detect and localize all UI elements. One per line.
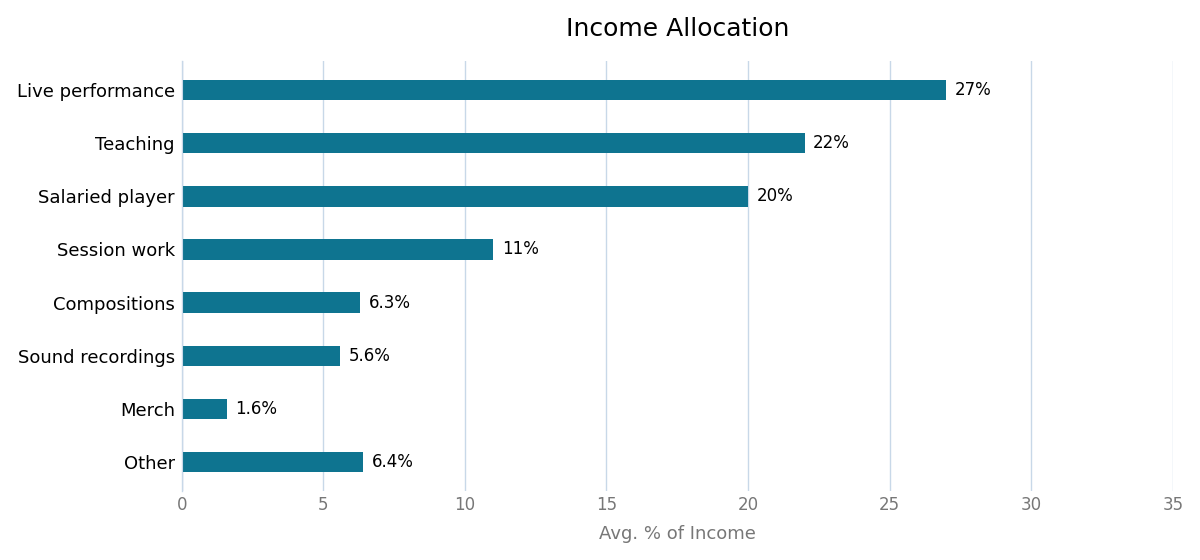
Title: Income Allocation: Income Allocation xyxy=(565,17,788,41)
Text: 11%: 11% xyxy=(502,240,539,259)
Text: 5.6%: 5.6% xyxy=(349,347,391,365)
Bar xyxy=(181,399,227,419)
Text: 1.6%: 1.6% xyxy=(235,400,277,418)
Bar xyxy=(181,292,360,312)
Text: 27%: 27% xyxy=(955,81,991,99)
Bar xyxy=(181,451,362,472)
X-axis label: Avg. % of Income: Avg. % of Income xyxy=(599,525,756,543)
Bar xyxy=(181,346,341,366)
Text: 20%: 20% xyxy=(756,188,793,206)
Bar xyxy=(181,133,805,153)
Bar xyxy=(181,186,748,207)
Bar xyxy=(181,240,493,260)
Text: 22%: 22% xyxy=(814,134,850,152)
Bar xyxy=(181,80,947,100)
Text: 6.4%: 6.4% xyxy=(372,452,413,471)
Text: 6.3%: 6.3% xyxy=(368,293,410,311)
